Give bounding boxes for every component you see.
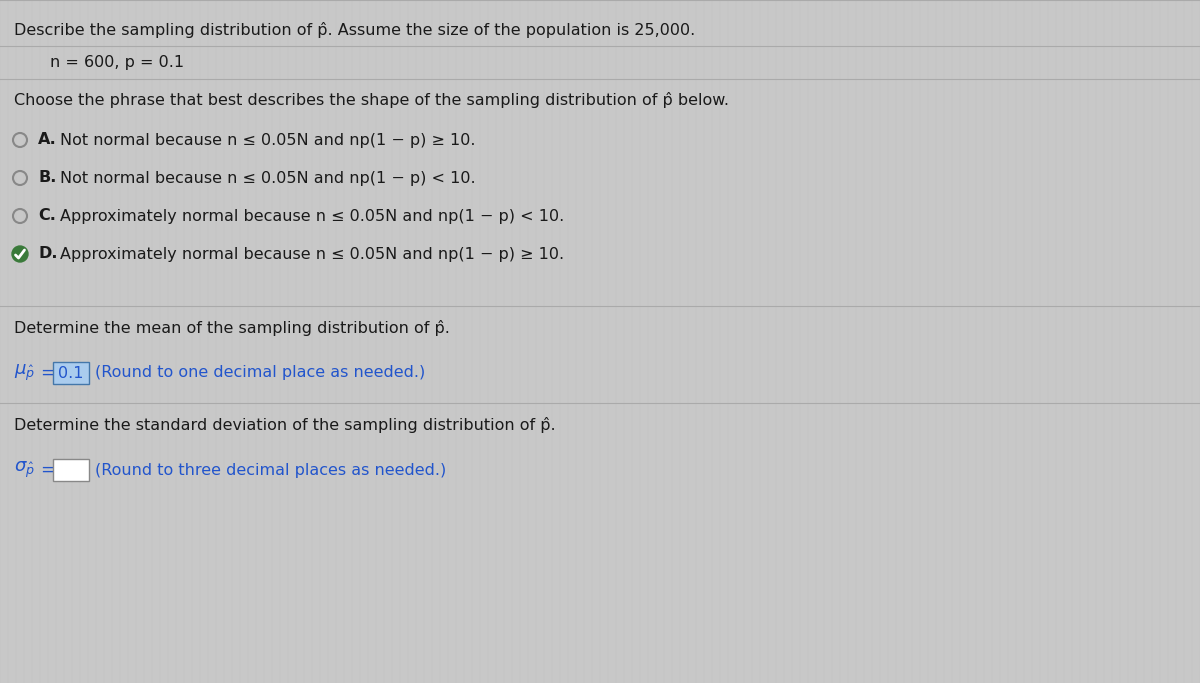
Text: Approximately normal because n ≤ 0.05N and np(1 − p) ≥ 10.: Approximately normal because n ≤ 0.05N a… [60,247,564,262]
Text: C.: C. [38,208,56,223]
Text: =: = [40,461,55,479]
Text: Approximately normal because n ≤ 0.05N and np(1 − p) < 10.: Approximately normal because n ≤ 0.05N a… [60,208,564,223]
Bar [53,459,89,481]
Circle shape [12,246,28,262]
Text: n = 600, p = 0.1: n = 600, p = 0.1 [50,55,184,70]
Text: (Round to three decimal places as needed.): (Round to three decimal places as needed… [95,462,446,477]
Text: A.: A. [38,133,56,148]
Bar [53,362,89,384]
Text: Determine the mean of the sampling distribution of p̂.: Determine the mean of the sampling distr… [14,320,450,336]
Text: $\mu_{\hat{p}}$: $\mu_{\hat{p}}$ [14,363,35,383]
Text: 0.1: 0.1 [59,365,84,380]
Text: Not normal because n ≤ 0.05N and np(1 − p) ≥ 10.: Not normal because n ≤ 0.05N and np(1 − … [60,133,475,148]
Text: =: = [40,364,55,382]
Text: B.: B. [38,171,56,186]
Text: Describe the sampling distribution of p̂. Assume the size of the population is 2: Describe the sampling distribution of p̂… [14,22,695,38]
Text: D.: D. [38,247,58,262]
Text: Choose the phrase that best describes the shape of the sampling distribution of : Choose the phrase that best describes th… [14,92,730,108]
Text: Not normal because n ≤ 0.05N and np(1 − p) < 10.: Not normal because n ≤ 0.05N and np(1 − … [60,171,475,186]
Text: Determine the standard deviation of the sampling distribution of p̂.: Determine the standard deviation of the … [14,417,556,433]
Text: (Round to one decimal place as needed.): (Round to one decimal place as needed.) [95,365,425,380]
Text: $\sigma_{\hat{p}}$: $\sigma_{\hat{p}}$ [14,460,35,480]
